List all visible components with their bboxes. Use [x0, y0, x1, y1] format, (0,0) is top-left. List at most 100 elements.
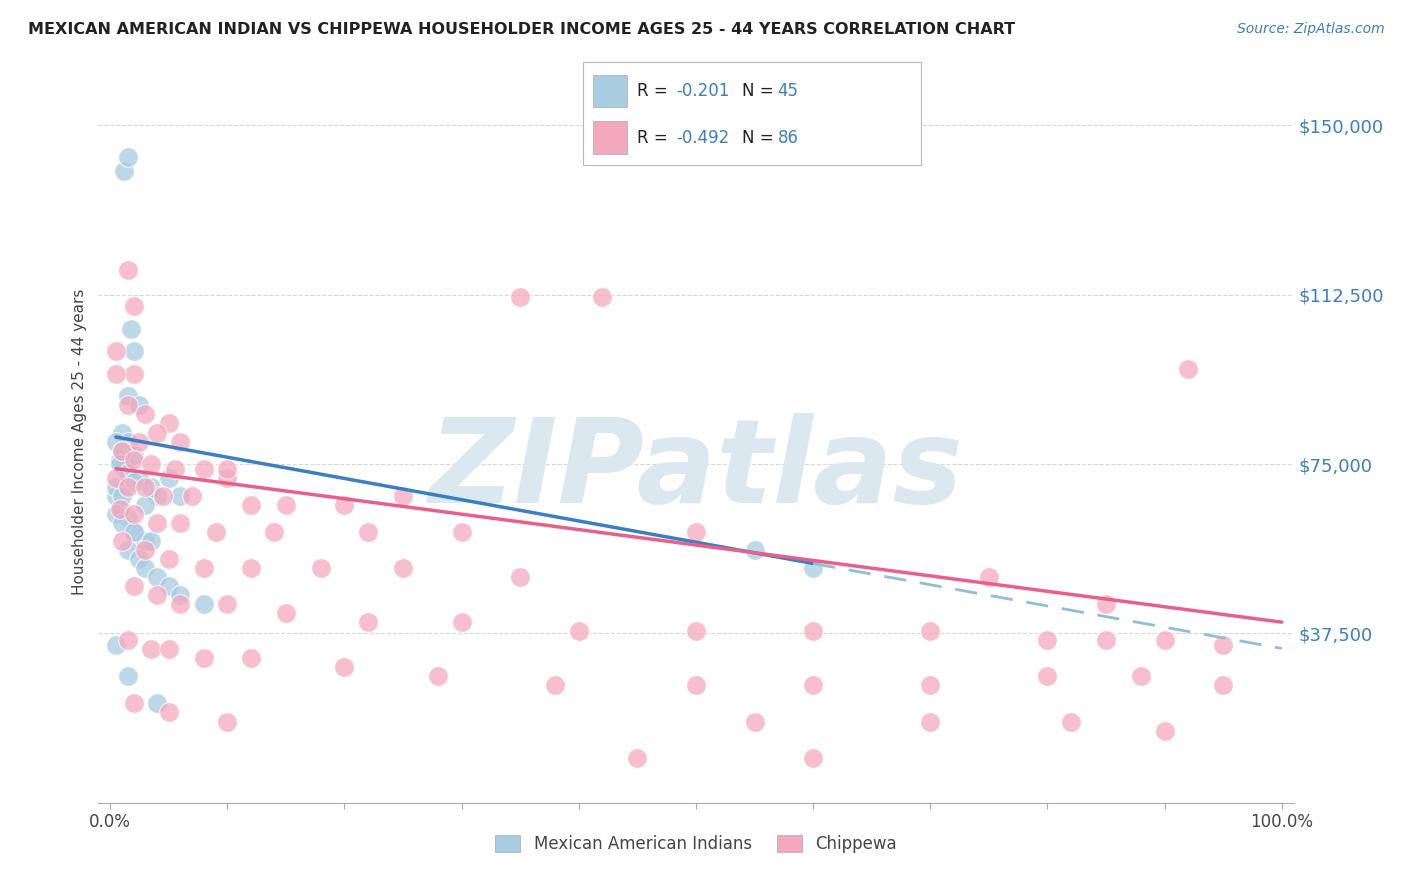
Point — [117, 389, 139, 403]
Point — [685, 524, 707, 539]
Point — [204, 524, 226, 539]
Point — [122, 579, 145, 593]
Text: N =: N = — [742, 128, 779, 146]
Point — [357, 615, 380, 630]
Point — [134, 408, 156, 422]
Point — [450, 524, 472, 539]
Point — [128, 398, 150, 412]
Point — [920, 714, 942, 729]
Point — [217, 461, 239, 475]
Point — [1153, 723, 1175, 738]
Point — [134, 533, 156, 548]
Point — [239, 498, 262, 512]
Point — [274, 498, 297, 512]
Point — [1036, 633, 1059, 648]
Text: -0.492: -0.492 — [676, 128, 730, 146]
Point — [509, 570, 531, 584]
Text: R =: R = — [637, 82, 673, 101]
Point — [111, 425, 134, 440]
Point — [169, 489, 191, 503]
Point — [509, 290, 531, 304]
Point — [117, 633, 139, 648]
Point — [626, 750, 648, 764]
Point — [217, 470, 239, 484]
Point — [122, 475, 145, 490]
Point — [128, 552, 150, 566]
Point — [146, 516, 169, 530]
Point — [392, 561, 415, 575]
Point — [309, 561, 332, 575]
Point — [357, 524, 380, 539]
Point — [801, 678, 824, 692]
Point — [117, 669, 139, 683]
Point — [105, 470, 128, 484]
Point — [193, 561, 215, 575]
Point — [122, 448, 145, 462]
Point — [146, 570, 169, 584]
Point — [122, 452, 145, 467]
Point — [744, 714, 766, 729]
Point — [122, 507, 145, 521]
Point — [146, 489, 169, 503]
Point — [744, 542, 766, 557]
Point — [157, 470, 180, 484]
Point — [1095, 597, 1118, 611]
Point — [193, 461, 215, 475]
Point — [122, 524, 145, 539]
Point — [122, 697, 145, 711]
Point — [111, 443, 134, 458]
Point — [157, 552, 180, 566]
Point — [117, 542, 139, 557]
Point — [111, 502, 134, 516]
Point — [169, 516, 191, 530]
Point — [128, 470, 150, 484]
Point — [134, 480, 156, 494]
Point — [105, 344, 128, 359]
Point — [112, 163, 135, 178]
Point — [117, 263, 139, 277]
Point — [141, 480, 163, 494]
Point — [117, 511, 139, 525]
Point — [134, 542, 156, 557]
Point — [122, 524, 145, 539]
Point — [134, 498, 156, 512]
Point — [122, 367, 145, 381]
Point — [117, 434, 139, 449]
Point — [141, 533, 163, 548]
Point — [146, 588, 169, 602]
Point — [169, 434, 191, 449]
Text: R =: R = — [637, 128, 673, 146]
Point — [111, 443, 134, 458]
Point — [146, 425, 169, 440]
Point — [181, 489, 204, 503]
Point — [169, 597, 191, 611]
Point — [427, 669, 450, 683]
Point — [217, 714, 239, 729]
Point — [157, 642, 180, 657]
Point — [801, 624, 824, 639]
Point — [1130, 669, 1153, 683]
Point — [263, 524, 285, 539]
Point — [920, 624, 942, 639]
Point — [217, 597, 239, 611]
Point — [920, 678, 942, 692]
Point — [105, 507, 128, 521]
Point — [112, 457, 135, 471]
Point — [111, 489, 134, 503]
Point — [1212, 678, 1234, 692]
Point — [193, 651, 215, 665]
Point — [117, 150, 139, 164]
Point — [239, 651, 262, 665]
Point — [1153, 633, 1175, 648]
Point — [117, 466, 139, 480]
Point — [1177, 362, 1199, 376]
Text: 86: 86 — [778, 128, 799, 146]
Point — [685, 624, 707, 639]
Point — [193, 597, 215, 611]
Point — [1036, 669, 1059, 683]
Point — [1212, 638, 1234, 652]
Point — [239, 561, 262, 575]
Point — [274, 606, 297, 620]
Point — [157, 706, 180, 720]
Point — [105, 434, 128, 449]
